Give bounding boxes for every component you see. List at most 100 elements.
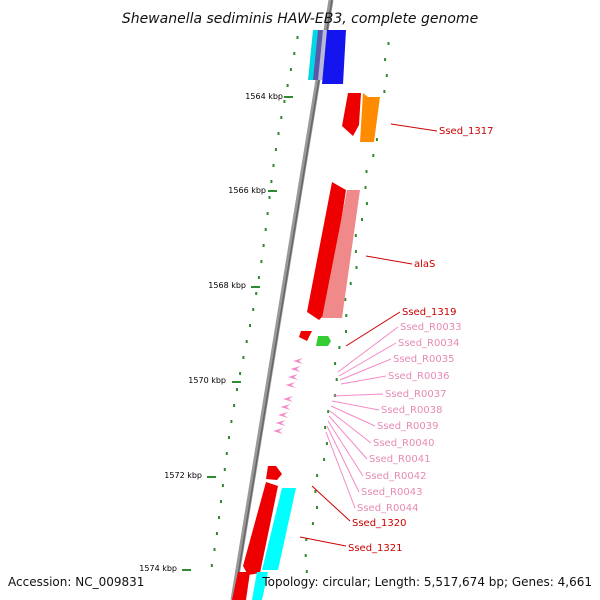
leader-line	[325, 431, 356, 509]
gene-cluster-ssed-1317	[342, 93, 380, 142]
leader-line	[345, 311, 401, 347]
rrna-chevron-icon	[273, 428, 283, 434]
rrna-chevron-icon	[285, 382, 296, 388]
scale-ticks	[182, 96, 293, 571]
gc-dot	[345, 314, 348, 317]
gene-cluster-top	[308, 30, 346, 84]
gene-labels: Ssed_1317 alaS Ssed_1319 Ssed_R0033 Ssed…	[348, 126, 494, 554]
gc-dot	[228, 436, 230, 439]
gene-label-ssed-r0044: Ssed_R0044	[357, 503, 418, 514]
gc-dot	[220, 500, 222, 503]
gc-dot	[283, 100, 286, 103]
label-leader-lines	[299, 123, 438, 547]
gc-content-track-right	[304, 42, 390, 573]
gc-dot	[323, 458, 326, 461]
gc-dot	[354, 250, 357, 253]
gene-cluster-alas	[307, 182, 360, 320]
rrna-chevron-icon	[288, 374, 298, 380]
scale-label: 1564 kbp	[245, 92, 283, 101]
gc-dot	[221, 484, 224, 487]
gc-dot	[270, 180, 273, 183]
scale-label: 1570 kbp	[188, 376, 226, 385]
gene-arrow-cds-red	[299, 331, 312, 341]
gc-dot	[286, 84, 289, 87]
gc-dot	[314, 490, 317, 493]
gene-cluster-ssed-1319	[299, 331, 331, 346]
gc-dot	[324, 426, 327, 429]
scale-label: 1574 kbp	[139, 564, 177, 573]
gene-label-ssed-r0043: Ssed_R0043	[361, 487, 422, 498]
gc-dot	[233, 404, 236, 407]
rrna-chevron-icon	[290, 366, 301, 372]
gc-dot	[218, 516, 220, 519]
gc-dot	[327, 410, 330, 413]
gene-label-ssed-r0036: Ssed_R0036	[388, 371, 449, 382]
rrna-gene-cluster	[273, 358, 303, 434]
gc-dot	[316, 474, 319, 477]
gene-label-ssed-r0040: Ssed_R0040	[373, 438, 434, 449]
leader-line	[365, 255, 413, 265]
gene-arrow-cds-cyan	[262, 488, 296, 570]
gc-content-track-left	[210, 36, 299, 567]
gc-dot	[264, 228, 267, 231]
backbone-edge	[233, 0, 333, 600]
gc-dot	[239, 372, 242, 375]
gene-label-ssed-r0038: Ssed_R0038	[381, 405, 442, 416]
accession-text: Accession: NC_009831	[8, 575, 144, 589]
gc-dot	[272, 164, 275, 167]
gc-dot	[277, 132, 280, 135]
gc-dot	[335, 378, 338, 381]
leader-line	[390, 123, 438, 132]
gc-dot	[289, 68, 292, 71]
genome-backbone	[230, 0, 334, 600]
gene-arrow-cds-red	[243, 482, 278, 575]
gc-dot	[255, 292, 258, 295]
gene-label-ssed-1321: Ssed_1321	[348, 543, 403, 554]
gc-dot	[316, 506, 318, 509]
topology-text: Topology: circular; Length: 5,517,674 bp…	[261, 575, 592, 589]
gene-arrow-cds-red	[307, 182, 346, 320]
scale-label: 1566 kbp	[228, 186, 266, 195]
gene-label-ssed-r0042: Ssed_R0042	[365, 471, 426, 482]
gc-dot	[383, 90, 386, 93]
gc-dot	[372, 154, 375, 157]
gc-dot	[305, 538, 308, 541]
gc-dot	[245, 340, 248, 343]
gc-dot	[260, 260, 263, 263]
gene-cluster-ssed-1320	[232, 466, 296, 600]
gc-dot	[334, 362, 337, 365]
scale-label: 1568 kbp	[208, 281, 246, 290]
gene-label-ssed-r0035: Ssed_R0035	[393, 354, 454, 365]
gc-dot	[361, 218, 363, 221]
gc-dot	[305, 570, 308, 573]
leader-line	[329, 410, 372, 444]
leader-line	[332, 393, 384, 397]
leader-line	[331, 400, 380, 411]
gene-label-ssed-1320: Ssed_1320	[352, 518, 407, 529]
gene-arrow-trna-green	[316, 336, 331, 346]
rrna-chevron-icon	[283, 396, 293, 402]
gc-dot	[225, 452, 228, 455]
gc-dot	[384, 58, 387, 61]
gene-arrow-cds-red	[342, 93, 361, 136]
gc-dot	[252, 308, 255, 311]
gc-dot	[296, 36, 299, 39]
leader-line	[339, 358, 392, 381]
gc-dot	[311, 522, 314, 525]
leader-line	[327, 420, 364, 477]
gc-dot	[338, 346, 341, 349]
gene-label-ssed-r0033: Ssed_R0033	[400, 322, 461, 333]
gc-dot	[375, 138, 378, 141]
leader-line	[337, 326, 399, 373]
gene-label-ssed-1317: Ssed_1317	[439, 126, 494, 137]
gc-dot	[274, 148, 277, 151]
gc-dot	[215, 532, 218, 535]
gc-dot	[223, 468, 226, 471]
gene-label-ssed-1319: Ssed_1319	[402, 307, 457, 318]
gc-dot	[249, 324, 251, 327]
rrna-leader-lines	[325, 326, 399, 509]
gene-arrow-cds-red	[266, 466, 282, 480]
leader-line	[326, 425, 360, 493]
